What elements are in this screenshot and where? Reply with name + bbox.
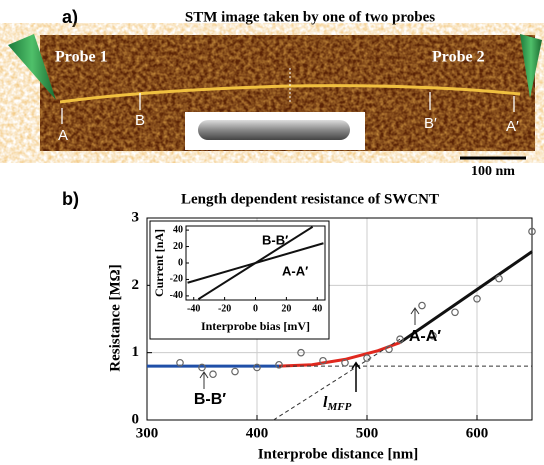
probe-label: Probe 2 — [432, 49, 485, 66]
point-label: A — [58, 127, 68, 144]
data-point — [319, 356, 327, 365]
data-point — [385, 345, 393, 354]
y-tick-label: 1 — [132, 344, 140, 360]
probe-label: Probe 1 — [55, 49, 108, 66]
data-point — [176, 358, 184, 367]
point-label: B — [135, 112, 145, 129]
annotation: A-A′ — [409, 328, 441, 345]
fit-line — [399, 250, 533, 344]
panel-label: b) — [62, 189, 79, 209]
inset-line — [187, 242, 324, 284]
inset-y-tick-label: -20 — [170, 274, 183, 285]
point-label: A′ — [506, 118, 519, 135]
data-point — [396, 335, 404, 344]
data-point — [363, 354, 371, 362]
annotation-part: l — [323, 394, 328, 411]
y-tick-label: 2 — [132, 277, 140, 293]
data-point — [275, 360, 283, 369]
x-tick-label: 600 — [466, 425, 489, 441]
inset-y-tick-label: 0 — [178, 257, 183, 268]
panel-title: STM image taken by one of two probes — [185, 9, 435, 25]
inset-line-label: B-B′ — [262, 232, 288, 247]
inset-x-tick-label: -40 — [187, 303, 200, 314]
data-point — [495, 274, 503, 283]
inset-x-tick-label: 0 — [253, 303, 258, 314]
x-tick-label: 300 — [136, 425, 159, 441]
annotation-part: MFP — [326, 401, 351, 413]
y-tick-label: 0 — [132, 411, 140, 427]
stm-image — [8, 34, 542, 151]
data-point — [528, 227, 536, 236]
data-point — [198, 363, 206, 372]
point-label: B′ — [424, 115, 437, 132]
inset-y-tick-label: 40 — [173, 224, 183, 235]
data-point — [418, 301, 426, 310]
x-tick-label: 500 — [356, 425, 379, 441]
data-point — [429, 332, 437, 340]
arrow — [410, 307, 420, 325]
data-point — [231, 367, 239, 376]
inset-x-tick-label: 40 — [312, 303, 322, 314]
annotation: lMFP — [323, 394, 352, 413]
y-tick-label: 3 — [132, 209, 140, 225]
arrow — [351, 361, 361, 392]
inset-x-tick-label: -20 — [218, 303, 231, 314]
plot-frame — [146, 217, 533, 421]
inset-box — [149, 220, 330, 340]
scale-label: 100 nm — [471, 164, 515, 179]
data-point — [209, 370, 217, 379]
data-point — [297, 348, 305, 357]
data-point — [253, 363, 261, 372]
inset-x-tick-label: 20 — [281, 303, 291, 314]
inset-y-tick-label: 20 — [173, 241, 183, 252]
data-point — [473, 294, 481, 303]
data-point — [451, 308, 459, 317]
arrow — [199, 371, 209, 389]
x-axis-label: Interprobe distance [nm] — [258, 446, 419, 462]
inset-y-tick-label: -40 — [170, 290, 183, 301]
y-axis-label: Resistance [MΩ] — [107, 264, 123, 371]
annotation: B-B′ — [194, 391, 226, 408]
inset-x-label: Interprobe bias [mV] — [201, 319, 310, 333]
inset-y-label: Current [nA] — [152, 229, 166, 297]
panel-label: a) — [62, 7, 78, 27]
chart-title: Length dependent resistance of SWCNT — [181, 191, 439, 207]
inset-line-label: A-A′ — [282, 263, 308, 278]
x-tick-label: 400 — [246, 425, 269, 441]
data-point — [341, 358, 349, 367]
